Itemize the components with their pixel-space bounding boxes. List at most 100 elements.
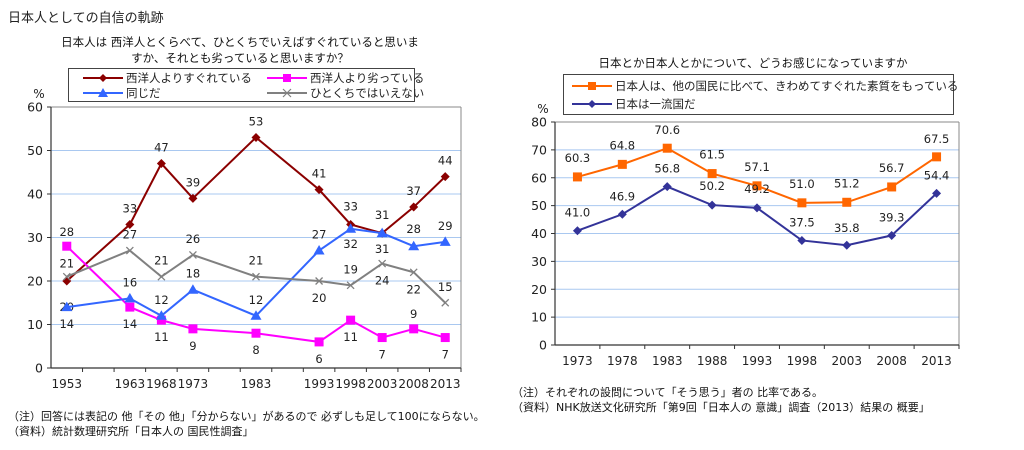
right-chart-legend: 日本人は、他の国民に比べて、きわめてすぐれた素質をもっている 日本は一流国だ bbox=[563, 74, 958, 115]
right-line-chart: 0 10 20 30 40 50 60 70 80% 1973 1978 1983 1988 1993 19… bbox=[531, 102, 960, 368]
data-label: 61.5 bbox=[699, 148, 725, 162]
series-line bbox=[66, 249, 446, 304]
data-label: 9 bbox=[410, 307, 417, 321]
left-note-annotation: （注）回答には表記の 他「その 他」「分からない」があるので 必ずしも足して10… bbox=[8, 410, 485, 423]
data-point bbox=[572, 172, 582, 182]
x-tick-label: 2013 bbox=[921, 354, 952, 368]
data-point bbox=[572, 226, 582, 236]
x-tick-label: 1973 bbox=[562, 354, 593, 368]
series-line bbox=[66, 245, 446, 343]
data-point bbox=[125, 219, 135, 229]
data-point bbox=[187, 284, 199, 294]
x-tick-label: 2003 bbox=[832, 354, 863, 368]
data-point bbox=[752, 203, 762, 213]
data-point bbox=[409, 324, 419, 334]
data-label: 12 bbox=[249, 293, 264, 307]
x-tick-label: 1998 bbox=[335, 377, 366, 391]
data-point bbox=[251, 328, 261, 338]
data-label: 31 bbox=[375, 242, 390, 256]
y-tick-label: 70 bbox=[531, 142, 547, 157]
right-chart-title: 日本とか日本人とかについて、どうお感じになっていますか bbox=[598, 56, 908, 70]
data-label: 28 bbox=[59, 225, 74, 239]
data-label: 56.7 bbox=[879, 161, 905, 175]
data-point bbox=[887, 182, 897, 192]
legend-marker-diamond-icon bbox=[572, 99, 612, 108]
data-point bbox=[662, 182, 672, 192]
left-chart-title-line-1: 日本人は 西洋人とくらべて、ひとくちでいえばすぐれていると思いま bbox=[61, 35, 419, 49]
legend-item-inferior: 西洋人より劣っている bbox=[267, 70, 424, 85]
left-chart-title: 日本人は 西洋人とくらべて、ひとくちでいえばすぐれていると思いま すか、それとも… bbox=[40, 34, 440, 66]
x-tick-label: 1993 bbox=[742, 354, 773, 368]
data-point bbox=[346, 281, 355, 290]
data-point bbox=[62, 241, 72, 251]
series-line bbox=[66, 136, 446, 282]
data-point bbox=[617, 159, 627, 169]
data-label: 15 bbox=[438, 280, 453, 294]
data-point bbox=[314, 337, 324, 347]
x-tick-label: 2013 bbox=[430, 377, 461, 391]
y-tick-label: 80 bbox=[531, 115, 547, 130]
legend-marker-x-icon bbox=[267, 88, 307, 97]
data-point bbox=[345, 223, 357, 233]
data-label: 39.3 bbox=[879, 210, 905, 224]
data-point bbox=[752, 181, 762, 191]
y-tick-label: 40 bbox=[531, 226, 547, 241]
y-tick-label: 30 bbox=[531, 254, 547, 269]
data-point bbox=[409, 268, 418, 277]
data-label: 32 bbox=[343, 237, 358, 251]
legend-item-first-class-nation: 日本は一流国だ bbox=[572, 96, 696, 111]
y-tick-label: 40 bbox=[27, 187, 43, 202]
data-label: 37.5 bbox=[789, 215, 815, 229]
legend-label: 日本人は、他の国民に比べて、きわめてすぐれた素質をもっている bbox=[615, 78, 959, 93]
data-point bbox=[707, 200, 717, 210]
data-label: 20 bbox=[312, 291, 327, 305]
y-tick-label: 10 bbox=[27, 317, 43, 332]
data-point bbox=[887, 230, 897, 240]
data-point bbox=[439, 236, 451, 246]
data-label: 47 bbox=[154, 141, 169, 155]
y-tick-label: 50 bbox=[531, 198, 547, 213]
y-tick-label: 60 bbox=[531, 170, 547, 185]
data-point bbox=[617, 209, 627, 219]
data-point bbox=[188, 193, 198, 203]
data-point bbox=[252, 272, 260, 281]
x-tick-label: 1983 bbox=[241, 377, 272, 391]
data-label: 21 bbox=[59, 257, 74, 271]
left-note-source: （資料）統計数理研究所「日本人の 国民性調査」 bbox=[8, 425, 254, 438]
data-label: 18 bbox=[186, 267, 201, 281]
right-notes: （注）それぞれの設問について「そう思う」者の 比率である。 （資料）NHK放送文… bbox=[512, 385, 930, 415]
data-label: 33 bbox=[123, 201, 138, 215]
data-label: 26 bbox=[186, 232, 201, 246]
legend-item-superior-qualities: 日本人は、他の国民に比べて、きわめてすぐれた素質をもっている bbox=[572, 78, 958, 93]
data-label: 39 bbox=[186, 175, 201, 189]
data-label: 11 bbox=[343, 330, 358, 344]
x-tick-label: 2008 bbox=[398, 377, 429, 391]
data-point bbox=[250, 310, 262, 320]
x-tick-label: 1988 bbox=[697, 354, 728, 368]
data-label: 6 bbox=[315, 352, 322, 366]
y-tick-label: 10 bbox=[531, 310, 547, 325]
legend-label: 西洋人より劣っている bbox=[310, 70, 425, 85]
data-point bbox=[441, 298, 450, 307]
data-point bbox=[314, 185, 324, 195]
data-point bbox=[377, 333, 387, 343]
data-point bbox=[346, 315, 356, 325]
data-label: 44 bbox=[438, 154, 453, 168]
data-label: 54.4 bbox=[924, 168, 950, 182]
data-label: 14 bbox=[59, 317, 74, 331]
data-point bbox=[125, 246, 134, 255]
y-tick-label: 20 bbox=[27, 274, 43, 289]
data-label: 29 bbox=[438, 219, 453, 233]
x-tick-label: 1973 bbox=[178, 377, 209, 391]
y-tick-label: 30 bbox=[27, 230, 43, 245]
data-label: 49.2 bbox=[744, 182, 770, 196]
x-tick-label: 1978 bbox=[607, 354, 638, 368]
data-point bbox=[61, 301, 73, 312]
data-point bbox=[662, 143, 672, 153]
data-point bbox=[156, 159, 166, 169]
legend-marker-diamond-icon bbox=[83, 73, 123, 82]
data-label: 19 bbox=[343, 262, 358, 276]
data-label: 7 bbox=[378, 348, 385, 362]
y-tick-label: 60 bbox=[27, 100, 43, 115]
